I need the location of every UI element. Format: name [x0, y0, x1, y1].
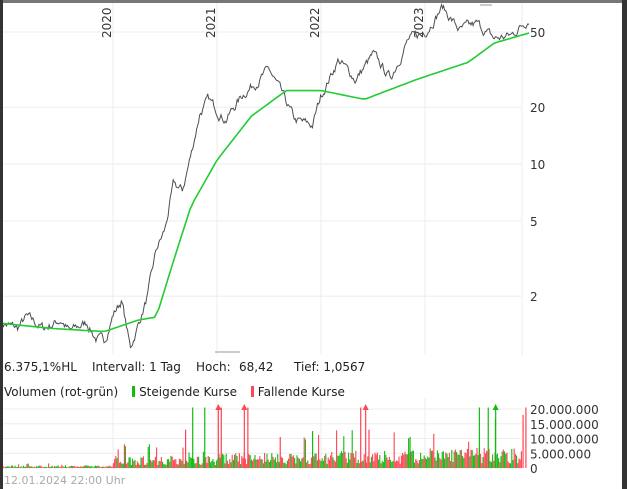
low-value: Tief: 1,0567 [294, 360, 366, 374]
up-swatch [132, 386, 136, 397]
y-tick-label: 10 [530, 158, 545, 172]
volume-legend: Volumen (rot-grün) Steigende Kurse Falle… [4, 385, 345, 399]
y-tick-label: 5 [530, 215, 538, 229]
hl-value: 6.375,1%HL [4, 360, 77, 374]
volume-tick-label: 15.000.000 [530, 418, 599, 432]
interval-label: Intervall: 1 Tag [92, 360, 181, 374]
timestamp: 12.01.2024 22:00 Uhr [4, 474, 126, 487]
volume-tick-label: 5.000.000 [530, 447, 591, 461]
x-tick-label: 2020 [100, 7, 114, 38]
x-tick-label: 2022 [308, 7, 322, 38]
moving-average-line [0, 32, 530, 333]
volume-tick-label: 0 [530, 462, 538, 476]
legend-up: Steigende Kurse [139, 385, 237, 399]
y-tick-label: 2 [530, 290, 538, 304]
legend-down: Fallende Kurse [257, 385, 345, 399]
y-tick-label: 20 [530, 101, 545, 115]
high-label: Hoch: [196, 360, 231, 374]
overflow-arrow-icon [362, 404, 369, 410]
right-border [622, 0, 627, 489]
overflow-arrow-icon [492, 404, 499, 410]
x-tick-label: 2023 [412, 7, 426, 38]
high-value: 68,42 [239, 360, 274, 374]
y-tick-label: 50 [530, 26, 545, 40]
volume-title: Volumen (rot-grün) [4, 385, 119, 399]
overflow-arrow-icon [215, 404, 222, 410]
left-border [0, 0, 3, 489]
volume-tick-label: 10.000.000 [530, 433, 599, 447]
down-swatch [250, 386, 254, 397]
volume-tick-label: 20.000.000 [530, 403, 599, 417]
overflow-arrow-icon [241, 404, 248, 410]
top-border [0, 0, 627, 3]
x-tick-label: 2021 [204, 7, 218, 38]
